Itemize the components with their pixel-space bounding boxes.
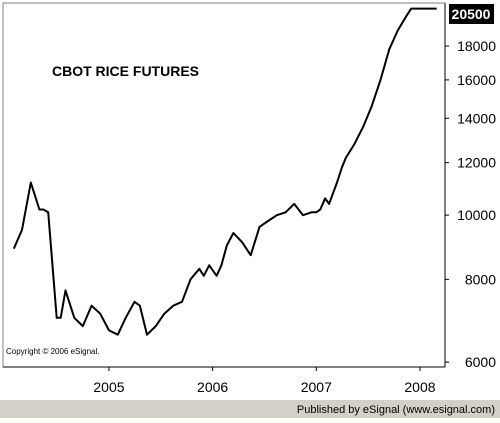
ticks-layer: 6000 8000 10000 12000 14000 16000 18000 2005 200… — [93, 38, 496, 395]
footer-bar — [0, 400, 500, 418]
x-tick-label: 2008 — [404, 379, 435, 395]
y-tick-label: 14000 — [457, 110, 496, 126]
last-value-tag — [449, 4, 494, 24]
price-line — [12, 7, 437, 336]
x-tick-label: 2006 — [197, 379, 228, 395]
chart-title: CBOT RICE FUTURES — [52, 63, 199, 79]
x-tick-label: 2005 — [93, 379, 124, 395]
y-tick-label: 16000 — [457, 72, 496, 88]
copyright-label: Copyright © 2006 eSignal. — [6, 347, 100, 356]
last-value-label: 20500 — [452, 6, 491, 22]
y-tick-label: 8000 — [465, 271, 496, 287]
line-layer — [12, 7, 437, 336]
y-tick-label: 18000 — [457, 38, 496, 54]
y-tick-label: 6000 — [465, 354, 496, 370]
y-tick-label: 10000 — [457, 207, 496, 223]
x-tick-label: 2007 — [301, 379, 332, 395]
footer-credit: Published by eSignal (www.esignal.com) — [297, 404, 495, 416]
y-tick-label: 12000 — [457, 155, 496, 171]
